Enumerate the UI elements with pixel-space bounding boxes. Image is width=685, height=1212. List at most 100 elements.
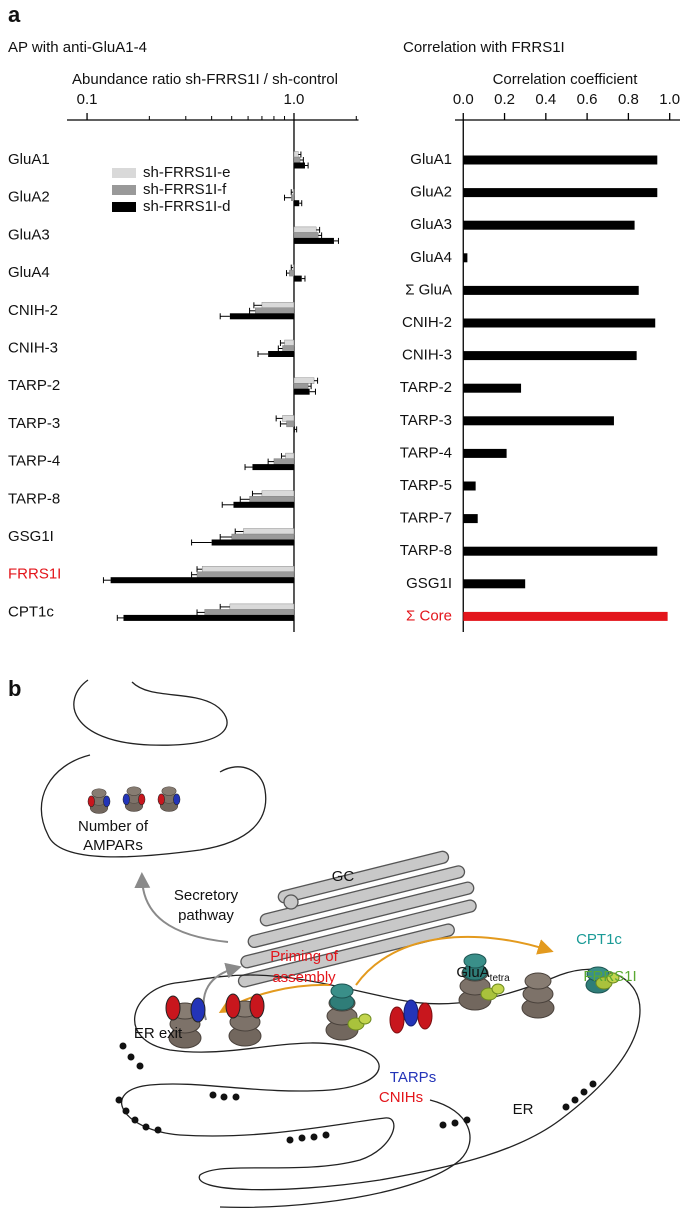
bar	[293, 151, 299, 158]
diagram-label: pathway	[178, 907, 234, 924]
bar	[282, 345, 295, 352]
proteins	[87, 786, 620, 1049]
category-label: GSG1I	[406, 575, 452, 592]
bar	[463, 155, 658, 165]
bar	[293, 156, 301, 164]
bar	[201, 566, 295, 573]
bar	[463, 253, 468, 263]
bar	[463, 579, 526, 589]
bar	[286, 420, 295, 428]
category-label: GluA4	[410, 249, 452, 266]
category-label: TARP-3	[400, 412, 452, 429]
bar	[255, 307, 295, 314]
bar	[268, 351, 294, 357]
x-tick-label: 0.2	[494, 91, 515, 108]
x-tick-label: 0.1	[77, 91, 98, 108]
bar	[463, 546, 658, 556]
bar	[231, 533, 295, 541]
bar	[123, 614, 294, 621]
diagram-label: Secretory	[174, 887, 239, 904]
axis-label: Abundance ratio sh-FRRS1I / sh-control	[72, 71, 338, 88]
diagram-label: Number of	[78, 818, 149, 835]
category-label: TARP-8	[8, 490, 60, 507]
bar	[293, 426, 295, 433]
category-label: FRRS1I	[8, 566, 61, 583]
diagram-label: GC	[332, 868, 355, 885]
category-label: TARP-2	[400, 379, 452, 396]
legend-label: sh-FRRS1I-e	[143, 164, 231, 181]
bar	[282, 415, 295, 422]
category-label: TARP-7	[400, 510, 452, 527]
bar	[463, 220, 635, 230]
bar	[229, 603, 295, 611]
category-label: TARP-2	[8, 377, 60, 394]
category-label: TARP-4	[8, 453, 60, 470]
bar	[289, 269, 295, 277]
subscript: tetra	[490, 973, 510, 984]
bar	[285, 452, 295, 460]
diagram	[40, 679, 641, 1209]
category-label: GluA2	[410, 184, 452, 201]
bar	[293, 226, 317, 234]
legend-label: sh-FRRS1I-f	[143, 181, 227, 198]
category-label: Σ GluA	[405, 281, 452, 298]
bar	[463, 318, 656, 328]
bar	[273, 458, 295, 465]
category-label: TARP-5	[400, 477, 452, 494]
legend-swatch	[112, 185, 136, 195]
bar	[463, 383, 522, 393]
bar	[252, 464, 294, 471]
category-label: CNIH-3	[402, 347, 452, 364]
diagram-label: GluAtetra	[456, 964, 510, 984]
x-tick-label: 0.6	[577, 91, 598, 108]
bar	[196, 571, 295, 578]
bar	[463, 448, 507, 458]
bar	[293, 377, 315, 384]
bar	[293, 232, 319, 239]
category-label: GluA1	[8, 151, 50, 168]
bar	[249, 496, 295, 503]
diagram-label: CPT1c	[576, 931, 622, 948]
bar	[463, 285, 639, 295]
golgi	[237, 850, 477, 988]
category-label: CNIH-2	[8, 302, 58, 319]
panel-label: b	[8, 676, 21, 701]
bar	[292, 264, 295, 271]
axis-label: Correlation coefficient	[493, 71, 639, 88]
legend-swatch	[112, 168, 136, 178]
er-membrane	[219, 1099, 471, 1209]
plasma-membrane	[40, 754, 267, 858]
plasma-membrane	[73, 679, 228, 746]
bar	[261, 490, 295, 497]
bar	[463, 416, 614, 426]
diagram-label: FRRS1I	[583, 968, 636, 985]
bar	[463, 481, 476, 491]
bar	[233, 501, 294, 508]
x-tick-label: 0.4	[535, 91, 556, 108]
diagram-label: AMPARs	[83, 837, 143, 854]
diagram-label: assembly	[272, 969, 336, 986]
diagram-label: CNIHs	[379, 1089, 423, 1106]
diagram-label: TARPs	[390, 1069, 436, 1086]
category-label: GluA4	[8, 264, 50, 281]
bar	[261, 302, 295, 309]
bar	[293, 383, 309, 390]
bar	[293, 275, 302, 282]
arrow	[134, 872, 229, 943]
panel-label: a	[8, 2, 21, 27]
x-tick-label: 1.0	[659, 91, 680, 108]
bar	[204, 609, 295, 616]
category-label: GluA3	[410, 216, 452, 233]
bar	[463, 514, 478, 524]
bar	[110, 577, 294, 584]
bar	[293, 200, 300, 207]
bar	[293, 388, 310, 395]
bar	[463, 351, 637, 361]
er-membrane	[121, 968, 641, 1191]
category-label: GluA2	[8, 189, 50, 206]
x-tick-label: 0.8	[618, 91, 639, 108]
category-label: CNIH-2	[402, 314, 452, 331]
diagram-label: GluA	[456, 964, 489, 981]
category-label: GSG1I	[8, 528, 54, 545]
vesicle	[283, 894, 299, 910]
